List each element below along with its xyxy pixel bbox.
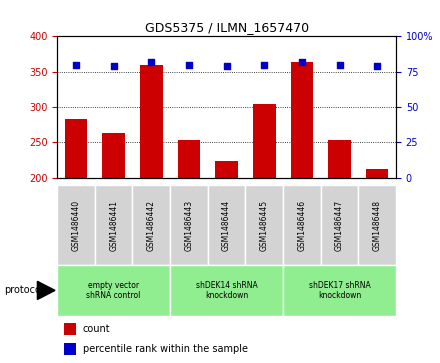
Bar [65,119,87,178]
Bar [132,185,170,265]
Text: GSM1486446: GSM1486446 [297,200,306,250]
Text: GSM1486447: GSM1486447 [335,200,344,250]
Bar [140,65,163,178]
Polygon shape [37,281,55,299]
Point [298,59,305,65]
Point [374,63,381,69]
Bar [170,265,283,316]
Bar [57,265,170,316]
Text: GSM1486448: GSM1486448 [373,200,381,250]
Bar [328,140,351,178]
Point [223,63,230,69]
Point [261,62,268,68]
Bar [208,185,246,265]
Text: percentile rank within the sample: percentile rank within the sample [83,344,248,354]
Bar [321,185,358,265]
Point [336,62,343,68]
Text: protocol: protocol [4,285,44,295]
Text: GSM1486444: GSM1486444 [222,200,231,250]
Bar [64,343,76,355]
Text: GSM1486443: GSM1486443 [184,200,194,250]
Bar [215,161,238,178]
Text: GSM1486441: GSM1486441 [109,200,118,250]
Text: GSM1486442: GSM1486442 [147,200,156,250]
Bar [283,185,321,265]
Bar [57,185,95,265]
Bar [283,265,396,316]
Bar [170,185,208,265]
Text: count: count [83,324,110,334]
Bar [64,323,76,335]
Bar [366,170,389,178]
Bar [358,185,396,265]
Bar [178,140,200,178]
Text: GSM1486445: GSM1486445 [260,200,269,250]
Bar [95,185,132,265]
Point [148,59,155,65]
Bar [246,185,283,265]
Text: empty vector
shRNA control: empty vector shRNA control [87,281,141,300]
Point [110,63,117,69]
Text: shDEK14 shRNA
knockdown: shDEK14 shRNA knockdown [196,281,257,300]
Point [73,62,80,68]
Bar [290,62,313,178]
Bar [103,132,125,178]
Bar [253,104,275,178]
Text: shDEK17 shRNA
knockdown: shDEK17 shRNA knockdown [308,281,370,300]
Title: GDS5375 / ILMN_1657470: GDS5375 / ILMN_1657470 [144,21,309,34]
Point [185,62,192,68]
Text: GSM1486440: GSM1486440 [72,200,81,250]
